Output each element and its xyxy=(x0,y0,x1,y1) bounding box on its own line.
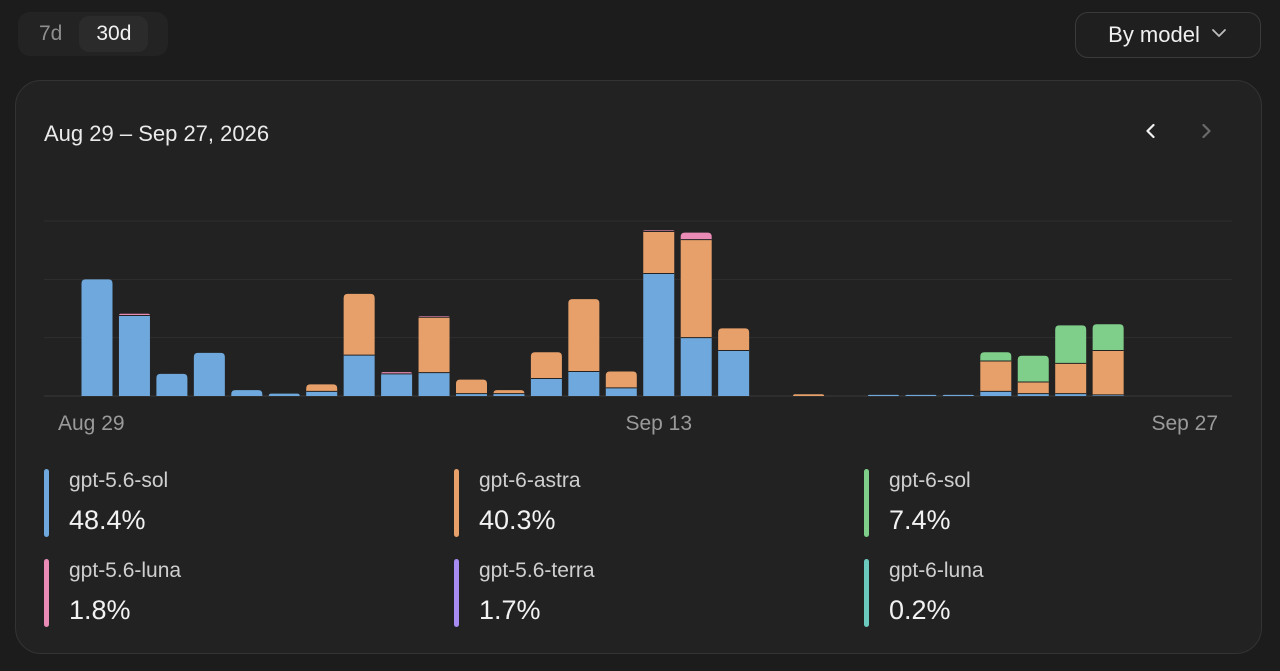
bar-segment-gpt-5.6-sol[interactable] xyxy=(456,393,487,396)
bar-segment-gpt-6-astra[interactable] xyxy=(718,328,750,351)
bar-segment-gpt-5.6-sol[interactable] xyxy=(605,387,637,396)
legend-item: gpt-5.6-sol 48.4% xyxy=(44,467,424,539)
bar-segment-gpt-5.6-sol[interactable] xyxy=(81,279,113,396)
legend-name: gpt-6-sol xyxy=(889,469,971,492)
legend-percent: 7.4% xyxy=(889,505,951,535)
bar-segment-gpt-6-astra[interactable] xyxy=(605,371,637,388)
bar-segment-gpt-6-astra[interactable] xyxy=(530,352,562,379)
bar-segment-gpt-5.6-sol[interactable] xyxy=(118,315,150,397)
bar-segment-gpt-5.6-sol[interactable] xyxy=(306,391,338,396)
legend-percent: 0.2% xyxy=(889,595,951,625)
legend-percent: 1.8% xyxy=(69,595,131,625)
bar-segment-gpt-6-astra[interactable] xyxy=(680,239,712,338)
group-by-select[interactable]: By model xyxy=(1075,12,1261,58)
date-range: Aug 29 – Sep 27, 2026 xyxy=(44,121,270,146)
bar-segment-gpt-6-sol[interactable] xyxy=(1055,325,1087,364)
legend-item: gpt-6-sol 7.4% xyxy=(864,467,1244,539)
bar-segment-gpt-5.6-sol[interactable] xyxy=(530,378,562,397)
bar-segment-gpt-6-astra[interactable] xyxy=(418,317,450,373)
range-toggle: 7d 30d xyxy=(18,12,168,56)
bar-segment-gpt-5.6-sol[interactable] xyxy=(381,373,413,396)
legend-percent: 48.4% xyxy=(69,505,146,535)
bar-segment-gpt-5.6-sol[interactable] xyxy=(980,391,1012,396)
legend-percent: 1.7% xyxy=(479,595,541,625)
bar-segment-gpt-5.6-sol[interactable] xyxy=(231,390,263,396)
bar-segment-gpt-5.6-sol[interactable] xyxy=(643,273,675,397)
legend-name: gpt-5.6-terra xyxy=(479,559,595,582)
legend: gpt-5.6-sol 48.4% gpt-6-astra 40.3% gpt-… xyxy=(44,467,1244,637)
bar-segment-gpt-6-astra[interactable] xyxy=(456,379,487,394)
bar-segment-gpt-5.6-sol[interactable] xyxy=(680,337,712,396)
legend-name: gpt-5.6-luna xyxy=(69,559,182,582)
bar-segment-gpt-6-astra[interactable] xyxy=(643,231,675,274)
bar-segment-gpt-6-astra[interactable] xyxy=(493,390,525,394)
bar-segment-gpt-5.6-sol[interactable] xyxy=(718,350,750,397)
chevron-down-icon xyxy=(1210,22,1228,48)
legend-item: gpt-6-luna 0.2% xyxy=(864,557,1244,629)
bar-segment-gpt-6-sol[interactable] xyxy=(980,352,1012,361)
chevron-right-icon xyxy=(1197,122,1215,145)
bar-segment-gpt-5.6-sol[interactable] xyxy=(568,371,600,397)
bar-segment-gpt-5.6-sol[interactable] xyxy=(867,394,899,396)
bar-segment-gpt-6-astra[interactable] xyxy=(980,361,1012,392)
bar-segment-gpt-6-sol[interactable] xyxy=(1017,355,1049,382)
range-option-30d[interactable]: 30d xyxy=(79,16,149,52)
bar-segment-gpt-6-astra[interactable] xyxy=(1055,363,1087,394)
legend-name: gpt-6-luna xyxy=(889,559,984,582)
bar-segment-gpt-5.6-sol[interactable] xyxy=(1055,393,1087,396)
x-tick-label: Sep 27 xyxy=(1151,412,1218,435)
bar-segment-gpt-6-astra[interactable] xyxy=(1017,382,1049,394)
legend-swatch xyxy=(864,559,869,627)
next-period-button[interactable] xyxy=(1192,119,1220,147)
bar-segment-gpt-5.6-sol[interactable] xyxy=(343,355,375,396)
legend-item: gpt-5.6-luna 1.8% xyxy=(44,557,424,629)
usage-card: Aug 29 – Sep 27, 2026 Aug 29 Sep 13 Sep 27… xyxy=(15,80,1262,654)
bar-segment-gpt-5.6-sol[interactable] xyxy=(193,352,225,396)
bar-segment-gpt-5.6-sol[interactable] xyxy=(418,372,450,396)
bar-segment-gpt-5.6-sol[interactable] xyxy=(942,394,974,396)
previous-period-button[interactable] xyxy=(1137,119,1165,147)
bar-segment-gpt-6-sol[interactable] xyxy=(1092,324,1124,351)
legend-swatch xyxy=(454,559,459,627)
bar-segment-gpt-5.6-luna[interactable] xyxy=(680,232,712,240)
legend-item: gpt-5.6-terra 1.7% xyxy=(454,557,834,629)
bar-segment-gpt-5.6-sol[interactable] xyxy=(156,373,188,396)
bar-segment-gpt-5.6-sol[interactable] xyxy=(1017,393,1049,396)
legend-swatch xyxy=(454,469,459,537)
usage-bar-chart: Aug 29 Sep 13 Sep 27 xyxy=(44,220,1232,435)
legend-name: gpt-5.6-sol xyxy=(69,469,169,492)
bar-segment-gpt-5.6-sol[interactable] xyxy=(268,393,300,396)
legend-swatch xyxy=(864,469,869,537)
group-by-label: By model xyxy=(1108,22,1200,47)
bar-segment-gpt-6-astra[interactable] xyxy=(1092,350,1124,395)
bar-segment-gpt-6-astra[interactable] xyxy=(343,293,375,356)
x-tick-label: Aug 29 xyxy=(58,412,125,435)
bar-segment-gpt-6-astra[interactable] xyxy=(306,384,338,392)
legend-percent: 40.3% xyxy=(479,505,556,535)
legend-swatch xyxy=(44,469,49,537)
x-tick-label: Sep 13 xyxy=(625,412,692,435)
range-option-7d[interactable]: 7d xyxy=(39,22,63,45)
bar-segment-gpt-6-astra[interactable] xyxy=(793,394,825,396)
chevron-left-icon xyxy=(1142,122,1160,145)
bar-segment-gpt-5.6-sol[interactable] xyxy=(905,394,937,396)
legend-item: gpt-6-astra 40.3% xyxy=(454,467,834,539)
bar-segment-gpt-5.6-sol[interactable] xyxy=(493,393,525,396)
legend-name: gpt-6-astra xyxy=(479,469,581,492)
bar-segment-gpt-6-astra[interactable] xyxy=(568,299,600,372)
legend-swatch xyxy=(44,559,49,627)
